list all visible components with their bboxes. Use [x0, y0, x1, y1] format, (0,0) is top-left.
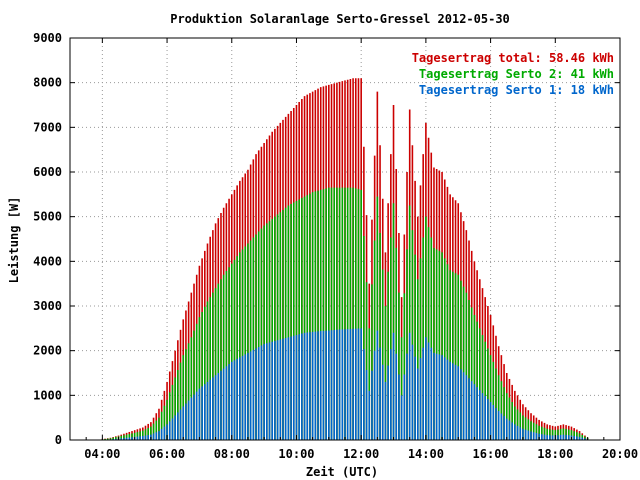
chart-title: Produktion Solaranlage Serto-Gressel 201…	[170, 12, 510, 26]
y-tick-label: 2000	[33, 344, 62, 358]
y-tick-label: 9000	[33, 31, 62, 45]
legend-entry-1: Tagesertrag total: 58.46 kWh	[412, 51, 614, 65]
x-ticks-layer: 04:00 06:00 08:00 10:00 12:00 14:00 16:00 18:00…	[69, 38, 638, 461]
x-axis-label: Zeit (UTC)	[306, 465, 378, 479]
x-tick-label: 04:00	[84, 447, 120, 461]
y-tick-label: 6000	[33, 165, 62, 179]
x-tick-label: 08:00	[214, 447, 250, 461]
y-tick-label: 7000	[33, 120, 62, 134]
x-tick-label: 12:00	[343, 447, 379, 461]
y-tick-label: 1000	[33, 388, 62, 402]
x-tick-label: 18:00	[537, 447, 573, 461]
y-tick-label: 8000	[33, 76, 62, 90]
y-tick-label: 4000	[33, 254, 62, 268]
x-tick-label: 20:00	[602, 447, 638, 461]
legend: Tagesertrag total: 58.46 kWh Tagesertrag …	[412, 51, 614, 97]
y-ticks-layer: 0 1000 2000 3000 4000 5000 6000 7000 8000 9000	[33, 31, 620, 447]
series-3	[101, 328, 589, 440]
legend-entry-2: Tagesertrag Serto 2: 41 kWh	[419, 67, 614, 81]
y-tick-label: 3000	[33, 299, 62, 313]
legend-entry-3: Tagesertrag Serto 1: 18 kWh	[419, 83, 614, 97]
y-tick-label: 0	[55, 433, 62, 447]
x-tick-label: 10:00	[278, 447, 314, 461]
x-tick-label: 14:00	[408, 447, 444, 461]
bars-layer	[101, 78, 589, 440]
y-axis-label: Leistung [W]	[7, 197, 21, 284]
x-tick-label: 16:00	[473, 447, 509, 461]
x-tick-label: 06:00	[149, 447, 185, 461]
y-tick-label: 5000	[33, 210, 62, 224]
